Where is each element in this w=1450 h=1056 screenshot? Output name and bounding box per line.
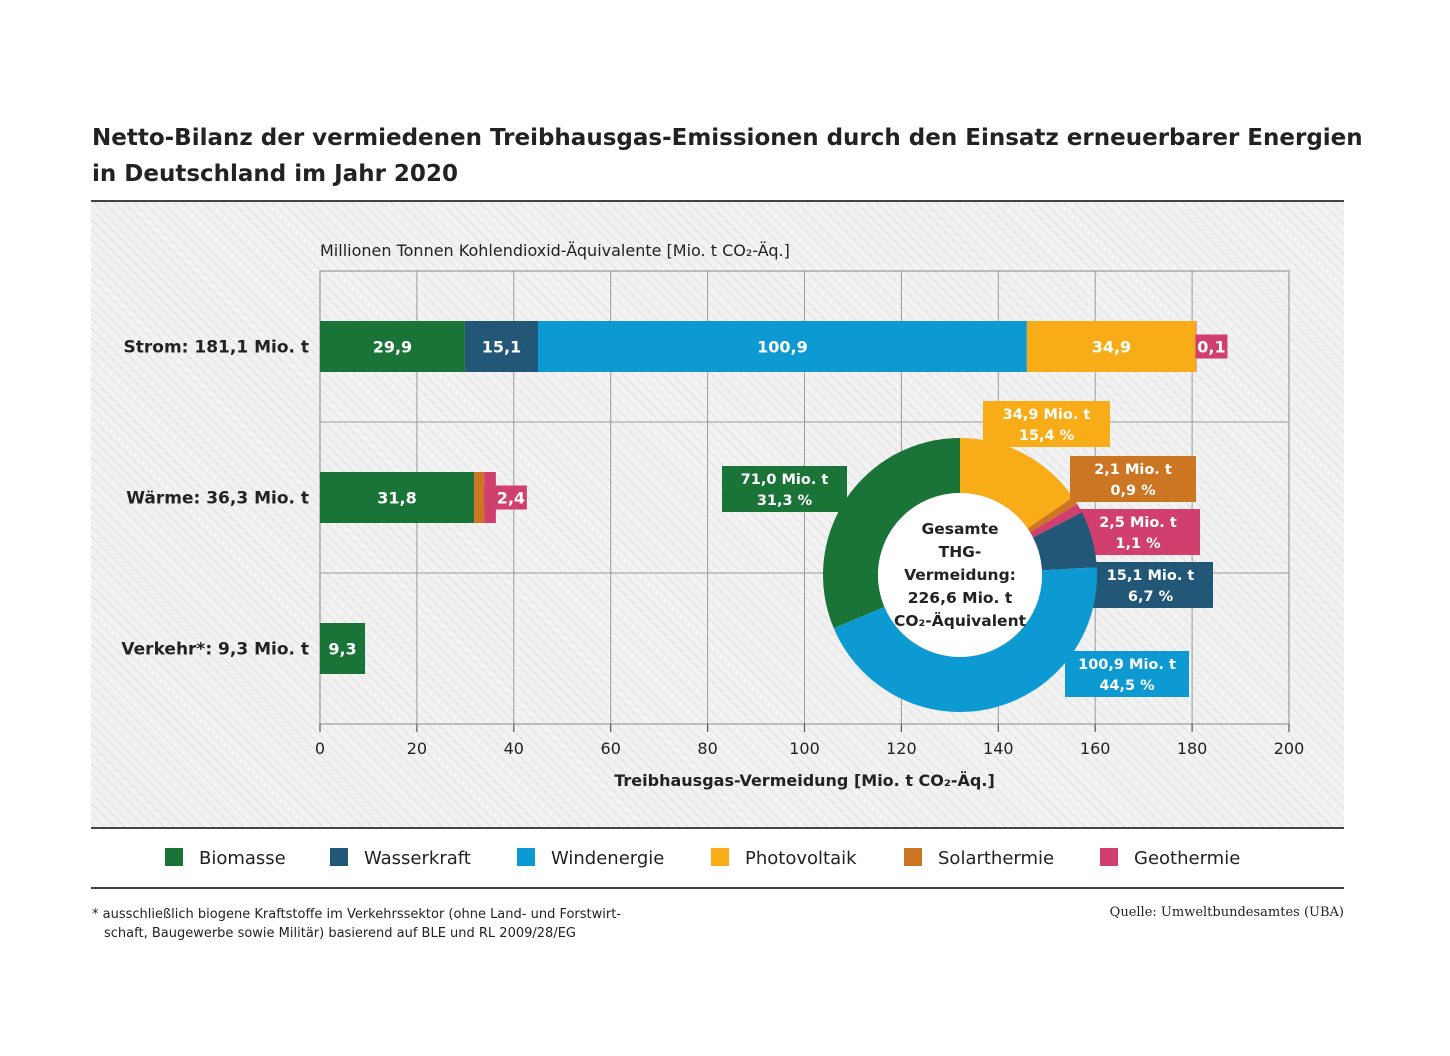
donut-center-text: 226,6 Mio. t bbox=[908, 589, 1013, 607]
donut-label-box bbox=[722, 466, 847, 512]
category-label: Verkehr*: 9,3 Mio. t bbox=[121, 640, 309, 660]
bar-data-label: 31,8 bbox=[377, 489, 416, 508]
donut-label-box bbox=[1070, 456, 1196, 502]
x-tick-label: 80 bbox=[697, 739, 717, 758]
legend-swatch bbox=[904, 848, 922, 866]
x-axis-label: Treibhausgas-Vermeidung [Mio. t CO₂-Äq.] bbox=[614, 771, 995, 790]
chart-title: Netto-Bilanz der vermiedenen Treibhausga… bbox=[92, 120, 1363, 192]
category-label: Strom: 181,1 Mio. t bbox=[124, 338, 309, 358]
donut-label-value: 2,5 Mio. t bbox=[1099, 515, 1177, 531]
legend-swatch bbox=[330, 848, 348, 866]
x-tick-label: 40 bbox=[504, 739, 524, 758]
x-tick-label: 180 bbox=[1177, 739, 1208, 758]
bar-data-label: 2,4 bbox=[497, 489, 525, 508]
donut-label-percent: 44,5 % bbox=[1099, 678, 1155, 694]
donut-center-text: Gesamte bbox=[922, 520, 999, 538]
x-tick-label: 60 bbox=[601, 739, 621, 758]
legend-swatch bbox=[711, 848, 729, 866]
donut-label-percent: 15,4 % bbox=[1019, 428, 1075, 444]
legend-swatch bbox=[517, 848, 535, 866]
chart-title-line-1: Netto-Bilanz der vermiedenen Treibhausga… bbox=[92, 125, 1363, 151]
legend-label: Photovoltaik bbox=[745, 848, 857, 869]
bar-data-label: 29,9 bbox=[373, 338, 412, 357]
x-tick-label: 140 bbox=[983, 739, 1014, 758]
donut-hole bbox=[878, 493, 1042, 657]
bar-segment bbox=[538, 321, 1027, 372]
bar-segment bbox=[320, 623, 366, 674]
bar-data-label-box bbox=[494, 485, 527, 510]
legend-label: Geothermie bbox=[1134, 848, 1240, 869]
x-tick-label: 120 bbox=[886, 739, 917, 758]
source-credit: Quelle: Umweltbundesamtes (UBA) bbox=[1109, 905, 1344, 920]
donut-center-text: Vermeidung: bbox=[904, 566, 1016, 584]
chart-title-line-2: in Deutschland im Jahr 2020 bbox=[92, 161, 458, 187]
bar-segment bbox=[464, 321, 539, 372]
unit-label: Millionen Tonnen Kohlendioxid-Äquivalent… bbox=[320, 241, 790, 260]
donut-label-box bbox=[1088, 562, 1213, 608]
bar-data-label: 34,9 bbox=[1092, 338, 1131, 357]
donut-label-value: 34,9 Mio. t bbox=[1003, 407, 1091, 423]
donut-slice bbox=[960, 438, 1073, 529]
bar-segment bbox=[1026, 321, 1196, 372]
donut-slice bbox=[823, 438, 960, 629]
donut-slice bbox=[1027, 497, 1078, 533]
donut-label-value: 2,1 Mio. t bbox=[1094, 462, 1172, 478]
legend-label: Solarthermie bbox=[938, 848, 1054, 869]
category-label: Wärme: 36,3 Mio. t bbox=[126, 489, 309, 509]
x-tick-label: 100 bbox=[789, 739, 820, 758]
donut-center-text: CO₂-Äquivalent bbox=[894, 611, 1027, 630]
bar-segment bbox=[320, 321, 465, 372]
bar-data-label: 15,1 bbox=[482, 338, 521, 357]
bar-segment bbox=[320, 472, 475, 523]
legend-label: Wasserkraft bbox=[364, 848, 471, 869]
legend: Biomasse Wasserkraft Windenergie Photovolta… bbox=[165, 848, 1240, 869]
donut-center-text: THG- bbox=[939, 543, 982, 561]
footnote: * ausschließlich biogene Kraftstoffe im … bbox=[92, 905, 621, 943]
bar-data-label-box bbox=[1195, 334, 1228, 359]
legend-label: Biomasse bbox=[199, 848, 286, 869]
donut-label-value: 71,0 Mio. t bbox=[741, 472, 829, 488]
plot-area: 0 20 40 60 80 100 120 140 160 180 200 Millionen Ton… bbox=[121, 241, 1304, 790]
bar-segment bbox=[474, 472, 485, 523]
legend-swatch bbox=[165, 848, 183, 866]
legend-label: Windenergie bbox=[551, 848, 664, 869]
donut-label-percent: 6,7 % bbox=[1128, 589, 1174, 605]
donut-slice bbox=[1030, 504, 1082, 538]
x-tick-label: 0 bbox=[315, 739, 325, 758]
donut-label-percent: 0,9 % bbox=[1110, 483, 1156, 499]
footnote-line-1: * ausschließlich biogene Kraftstoffe im … bbox=[92, 907, 622, 922]
bar-segment bbox=[484, 472, 496, 523]
x-tick-label: 160 bbox=[1080, 739, 1111, 758]
legend-swatch bbox=[1100, 848, 1118, 866]
donut-label-value: 100,9 Mio. t bbox=[1078, 657, 1176, 673]
x-tick-label: 200 bbox=[1274, 739, 1305, 758]
footnote-line-2: schaft, Baugewerbe sowie Militär) basier… bbox=[104, 926, 576, 941]
donut-label-box bbox=[1065, 651, 1189, 697]
donut-slice bbox=[833, 567, 1097, 713]
x-tick-label: 20 bbox=[407, 739, 427, 758]
bar-data-label: 100,9 bbox=[757, 338, 808, 357]
donut-label-value: 15,1 Mio. t bbox=[1107, 568, 1195, 584]
donut-chart: 34,9 Mio. t 15,4 % 2,1 Mio. t 0,9 % 2,5 Mio.… bbox=[722, 401, 1213, 713]
donut-label-percent: 1,1 % bbox=[1115, 536, 1161, 552]
bar-data-label: 0,1 bbox=[1197, 338, 1225, 357]
donut-slice bbox=[1032, 512, 1097, 571]
donut-label-percent: 31,3 % bbox=[757, 493, 813, 509]
bar-data-label: 9,3 bbox=[328, 640, 356, 659]
donut-label-box bbox=[983, 401, 1110, 447]
donut-label-box bbox=[1076, 509, 1200, 555]
